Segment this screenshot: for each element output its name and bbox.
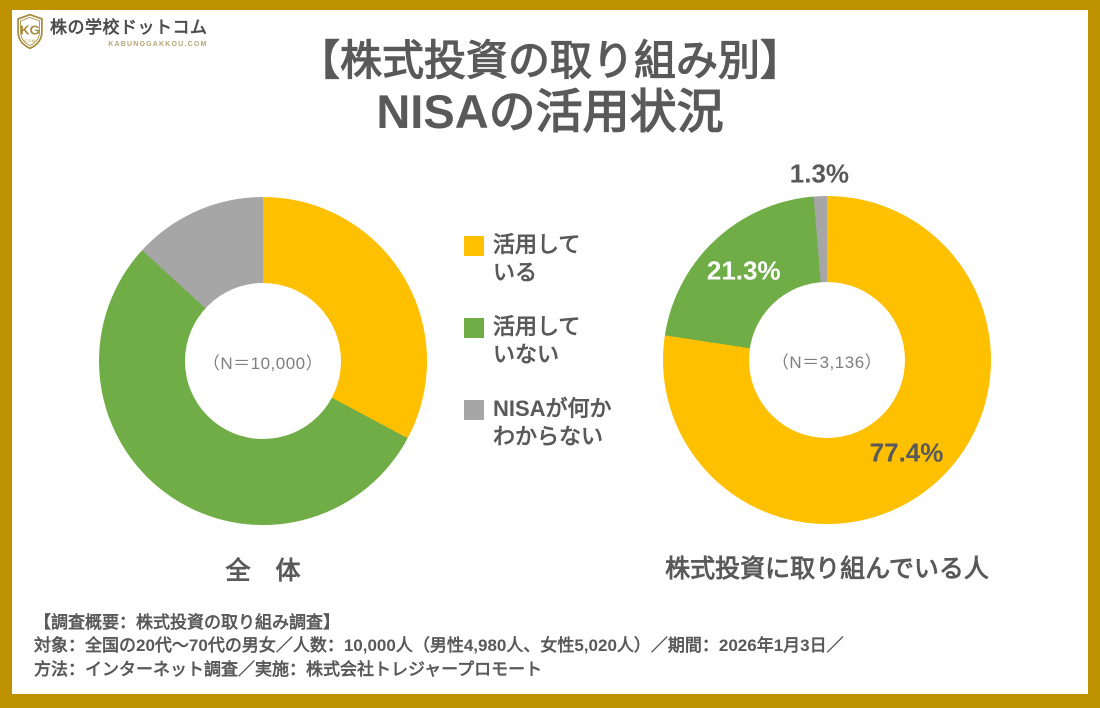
- shield-logo-icon: KG COM: [17, 13, 43, 50]
- donut-chart-overall: （N＝10,000）: [99, 197, 427, 525]
- legend-label-not-using-line1: 活用して: [493, 313, 581, 339]
- legend-swatch-using: [464, 236, 484, 256]
- legend-swatch-dont-know: [464, 399, 484, 420]
- chart-caption-overall: 全 体: [225, 557, 301, 585]
- legend-label-dont-know-line1: NISAが何か: [493, 395, 612, 421]
- sample-size-investors: （N＝3,136）: [771, 352, 883, 372]
- shield-monogram: KG: [20, 22, 40, 37]
- legend-label-dont-know-line2: わからない: [493, 423, 604, 449]
- page-title-line1: 【株式投資の取り組み別】: [297, 37, 802, 84]
- shield-caption: COM: [24, 39, 35, 43]
- sample-size-overall: （N＝10,000）: [202, 353, 324, 373]
- brand-name: 株の学校ドットコム: [50, 18, 208, 37]
- page-title-line2: NISAの活用状況: [376, 85, 724, 139]
- survey-overview-method: 方法：インターネット調査／実施：株式会社トレジャープロモート: [34, 659, 543, 679]
- legend-label-not-using-line2: いない: [493, 341, 560, 367]
- survey-overview-heading: 【調査概要：株式投資の取り組み調査】: [34, 613, 340, 632]
- survey-overview-target: 対象：全国の20代～70代の男女／人数：10,000人（男性4,980人、女性5…: [34, 636, 844, 656]
- donut-hole-overall: （N＝10,000）: [185, 283, 341, 439]
- slice-value-label: 77.4%: [869, 437, 944, 468]
- page-title: 【株式投資の取り組み別】 NISAの活用状況: [0, 36, 1100, 138]
- legend-swatch-not-using: [464, 317, 484, 338]
- slice-value-label: 21.3%: [706, 255, 781, 286]
- donut-chart-investors: （N＝3,136） 77.4% 21.3% 1.3%: [663, 159, 991, 524]
- survey-overview: 【調査概要：株式投資の取り組み調査】 対象：全国の20代～70代の男女／人数：1…: [34, 611, 844, 681]
- chart-legend: 活用して いる 活用して いない NISAが何か わからない: [464, 231, 612, 451]
- chart-caption-investors: 株式投資に取り組んでいる人: [665, 555, 989, 583]
- legend-item-dont-know: NISAが何か わからない: [464, 395, 612, 451]
- legend-label-using-line1: 活用して: [493, 232, 581, 257]
- donut-hole-investors: （N＝3,136）: [749, 282, 905, 438]
- brand-logo: KG COM 株の学校ドットコム KABUNOGAKKOU.COM: [16, 13, 208, 50]
- slice-value-label: 1.3%: [789, 158, 850, 189]
- brand-domain: KABUNOGAKKOU.COM: [108, 41, 208, 48]
- legend-item-not-using: 活用して いない: [464, 313, 612, 369]
- legend-label-using-line2: いる: [493, 259, 538, 285]
- legend-item-using: 活用して いる: [464, 231, 612, 287]
